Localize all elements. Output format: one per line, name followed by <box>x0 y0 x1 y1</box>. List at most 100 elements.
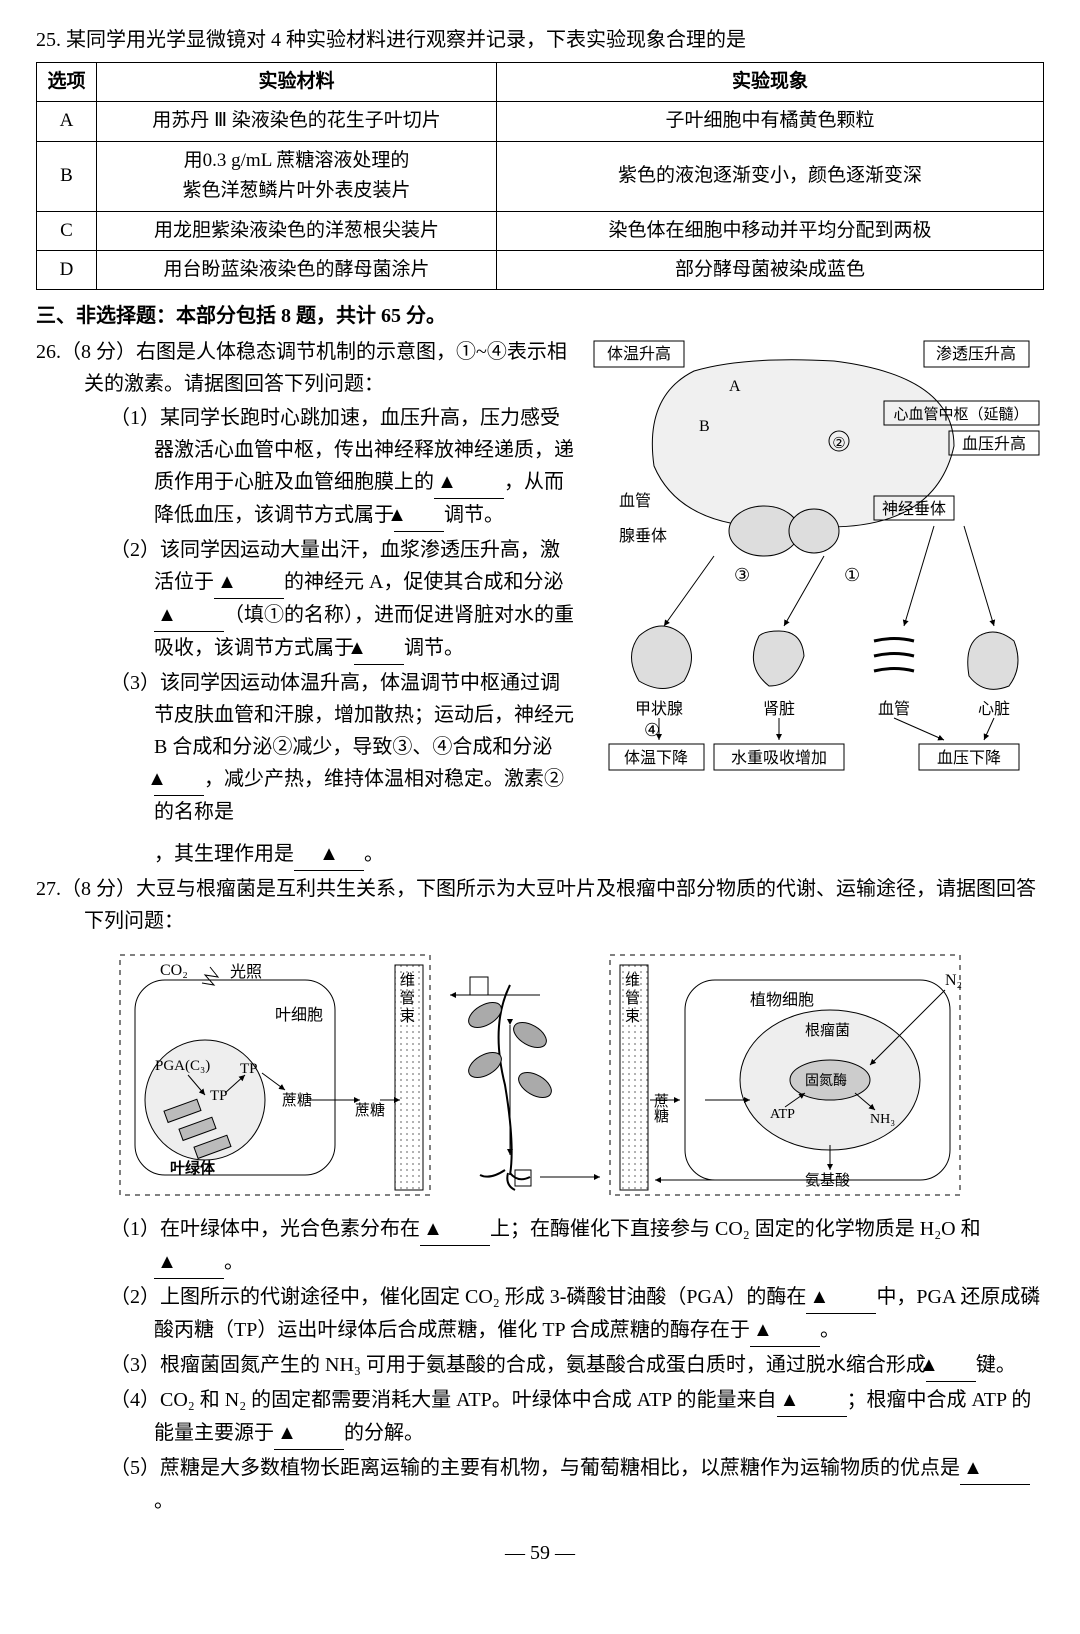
blank <box>154 763 204 796</box>
label-A: A <box>729 378 741 395</box>
q25-th-phenom: 实验现象 <box>497 63 1044 102</box>
q26-sub3-b: ，减少产热，维持体温相对稳定。激素②的名称是 <box>154 768 564 823</box>
label-sucrose3: 蔗糖 <box>652 1093 669 1123</box>
q27-diagram: CO₂ 光照 叶细胞 PGA(C₃) TP TP 叶绿体 蔗糖 蔗糖 维 管 束 <box>36 945 1044 1205</box>
label-chloroplast: 叶绿体 <box>170 1159 216 1177</box>
q25-a-phen: 子叶细胞中有橘黄色颗粒 <box>497 102 1044 141</box>
q26-sub2-d: 调节。 <box>404 637 464 659</box>
blank <box>926 1349 976 1382</box>
q27-number: 27. <box>36 878 61 900</box>
blank <box>394 499 444 532</box>
q26-number: 26. <box>36 341 61 363</box>
blank <box>214 566 284 599</box>
label-aa: 氨基酸 <box>805 1172 850 1189</box>
q27-sub2-a: （2）上图所示的代谢途径中，催化固定 CO₂ 形成 3-磷酸甘油酸（PGA）的酶… <box>110 1286 806 1308</box>
q26-sub2-b: 的神经元 A，促使其合成和分泌 <box>284 571 563 593</box>
blank <box>750 1314 820 1347</box>
q25-a-mat: 用苏丹 Ⅲ 染液染色的花生子叶切片 <box>97 102 497 141</box>
label-cardio-center: 心血管中枢（延髓） <box>893 406 1028 423</box>
blank <box>806 1281 876 1314</box>
label-adenohypophysis: 腺垂体 <box>619 527 667 545</box>
label-num3: ③ <box>734 565 750 585</box>
q26-stem: 右图是人体稳态调节机制的示意图，①~④表示相关的激素。请据图回答下列问题： <box>84 341 567 395</box>
q26-sub2: （2）该同学因运动大量出汗，血浆渗透压升高，激活位于的神经元 A，促使其合成和分… <box>36 534 574 665</box>
q27-sub4: （4）CO₂ 和 N₂ 的固定都需要消耗大量 ATP。叶绿体中合成 ATP 的能… <box>36 1384 1044 1450</box>
label-tp2: TP <box>240 1061 258 1077</box>
q25-b-phen: 紫色的液泡逐渐变小，颜色逐渐变深 <box>497 141 1044 211</box>
q25-a-opt: A <box>37 102 97 141</box>
q27-sub5-a: （5）蔗糖是大多数植物长距离运输的主要有机物，与葡萄糖相比，以蔗糖作为运输物质的… <box>110 1457 960 1479</box>
blank <box>354 632 404 665</box>
label-bp-down: 血压下降 <box>937 749 1001 767</box>
blank <box>294 838 364 871</box>
q27-marks: （8 分） <box>61 878 136 900</box>
label-reabsorb-up: 水重吸收增加 <box>731 749 827 767</box>
q27-sub1-a: （1）在叶绿体中，光合色素分布在 <box>110 1218 420 1240</box>
label-vb-left2: 管 <box>400 990 415 1007</box>
q26-diagram-svg: 体温升高 渗透压升高 A B 心血管中枢（延髓） 血压升高 ② 血管 腺垂体 神… <box>584 336 1044 776</box>
q27-sub3-b: 键。 <box>976 1354 1016 1376</box>
label-neurohypophysis: 神经垂体 <box>882 500 946 518</box>
label-num4: ④ <box>644 720 660 740</box>
label-body-temp-up: 体温升高 <box>607 345 671 363</box>
label-bp-up: 血压升高 <box>962 435 1026 453</box>
label-light: 光照 <box>230 963 262 981</box>
label-B: B <box>699 418 710 435</box>
q25-c-mat: 用龙胆紫染液染色的洋葱根尖装片 <box>97 211 497 250</box>
q25-d-mat: 用台盼蓝染液染色的酵母菌涂片 <box>97 250 497 289</box>
q26-sub1: （1）某同学长跑时心跳加速，血压升高，压力感受器激活心血管中枢，传出神经释放神经… <box>36 402 574 532</box>
q26-sub3-d: 。 <box>364 843 384 865</box>
label-vb-left3: 束 <box>400 1008 415 1025</box>
label-tp: TP <box>210 1088 228 1104</box>
label-vb-r3: 束 <box>625 1008 640 1025</box>
q27-sub1-b: 上；在酶催化下直接参与 CO₂ 固定的化学物质是 H₂O 和 <box>490 1218 981 1240</box>
table-row: D 用台盼蓝染液染色的酵母菌涂片 部分酵母菌被染成蓝色 <box>37 250 1044 289</box>
label-sucrose2: 蔗糖 <box>355 1102 385 1119</box>
label-leafcell: 叶细胞 <box>275 1006 323 1024</box>
label-kidney: 肾脏 <box>763 700 795 718</box>
blank <box>274 1417 344 1450</box>
q25-table: 选项 实验材料 实验现象 A 用苏丹 Ⅲ 染液染色的花生子叶切片 子叶细胞中有橘… <box>36 62 1044 290</box>
q25-c-phen: 染色体在细胞中移动并平均分配到两极 <box>497 211 1044 250</box>
q25-b-opt: B <box>37 141 97 211</box>
label-num1: ① <box>844 565 860 585</box>
label-vessel: 血管 <box>878 700 910 718</box>
q26-marks: （8 分） <box>61 341 136 363</box>
label-co2: CO₂ <box>160 962 188 979</box>
blank <box>777 1384 847 1417</box>
section-3-header: 三、非选择题：本部分包括 8 题，共计 65 分。 <box>36 300 1044 332</box>
label-atp: ATP <box>770 1107 795 1122</box>
label-vb-r1: 维 <box>625 972 640 989</box>
blank <box>434 466 504 499</box>
q25-d-phen: 部分酵母菌被染成蓝色 <box>497 250 1044 289</box>
label-heart: 心脏 <box>978 700 1010 718</box>
q26-sub3-cont: ，其生理作用是 。 <box>36 838 1044 871</box>
q26-sub3-c: ，其生理作用是 <box>154 843 294 865</box>
blank <box>960 1452 1030 1485</box>
blank <box>154 599 224 632</box>
q27-sub3-a: （3）根瘤菌固氮产生的 NH₃ 可用于氨基酸的合成，氨基酸合成蛋白质时，通过脱水… <box>110 1354 926 1376</box>
q25-stem: 某同学用光学显微镜对 4 种实验材料进行观察并记录，下表实验现象合理的是 <box>66 29 746 51</box>
label-blood-vessel-left: 血管 <box>619 492 651 510</box>
label-sucrose: 蔗糖 <box>282 1092 312 1109</box>
q27-sub2-c: 。 <box>820 1319 840 1341</box>
label-num2: ② <box>832 436 845 452</box>
label-plantcell: 植物细胞 <box>750 991 814 1009</box>
question-25: 25. 某同学用光学显微镜对 4 种实验材料进行观察并记录，下表实验现象合理的是… <box>36 24 1044 290</box>
blank <box>420 1213 490 1246</box>
blank <box>154 1246 224 1279</box>
label-pga: PGA(C₃) <box>155 1058 210 1074</box>
q27-sub5-b: 。 <box>154 1490 174 1512</box>
question-27: 27.（8 分）大豆与根瘤菌是互利共生关系，下图所示为大豆叶片及根瘤中部分物质的… <box>36 873 1044 1517</box>
label-vb-left: 维 <box>400 972 415 989</box>
q25-number: 25. <box>36 29 61 51</box>
q26-sub3-a: （3）该同学因运动体温升高，体温调节中枢通过调节皮肤血管和汗腺，增加散热；运动后… <box>110 672 574 758</box>
q27-sub1: （1）在叶绿体中，光合色素分布在 上；在酶催化下直接参与 CO₂ 固定的化学物质是… <box>36 1213 1044 1279</box>
label-temp-down: 体温下降 <box>624 749 688 767</box>
label-osmotic-up: 渗透压升高 <box>936 345 1016 363</box>
q27-sub4-a: （4）CO₂ 和 N₂ 的固定都需要消耗大量 ATP。叶绿体中合成 ATP 的能… <box>110 1389 777 1411</box>
label-n2: N₂ <box>945 972 962 989</box>
q27-stem: 大豆与根瘤菌是互利共生关系，下图所示为大豆叶片及根瘤中部分物质的代谢、运输途径，… <box>84 878 1036 932</box>
question-26: 26.（8 分）右图是人体稳态调节机制的示意图，①~④表示相关的激素。请据图回答… <box>36 336 1044 830</box>
q27-diagram-svg: CO₂ 光照 叶细胞 PGA(C₃) TP TP 叶绿体 蔗糖 蔗糖 维 管 束 <box>110 945 970 1205</box>
